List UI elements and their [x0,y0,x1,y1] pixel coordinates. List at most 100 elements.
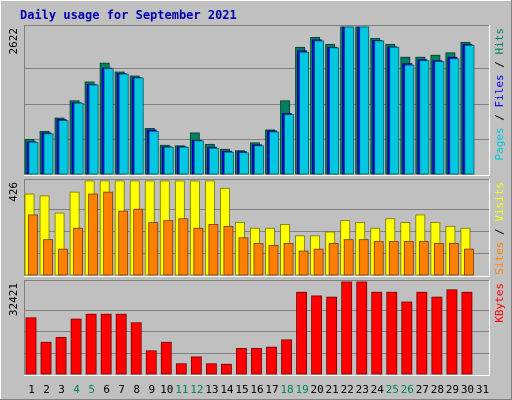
bar-sites-day-21 [328,243,339,276]
day-label-27: 27 [416,383,429,396]
legend-entry: / [493,55,506,75]
bar-sites-day-26 [403,241,414,276]
panel-legend: Pages / Files / Hits [493,28,506,161]
bar-kbytes-day-9 [145,350,157,375]
bar-kbytes-day-13 [205,363,217,375]
bar-sites-day-9 [148,222,159,276]
bar-pages-day-20 [314,40,325,175]
bar-sites-day-29 [448,243,459,276]
day-label-21: 21 [326,383,339,396]
bar-sites-day-27 [418,241,429,276]
bar-pages-day-25 [389,46,400,175]
day-label-7: 7 [118,383,125,396]
day-label-1: 1 [28,383,35,396]
bar-pages-day-10 [163,146,174,175]
bar-pages-day-24 [374,40,385,175]
day-label-9: 9 [148,383,155,396]
bar-pages-day-13 [208,147,219,175]
bar-kbytes-day-24 [371,291,383,375]
bar-sites-day-12 [193,227,204,276]
bar-sites-day-22 [343,239,354,276]
bar-sites-day-30 [464,248,474,276]
day-label-12: 12 [190,383,203,396]
panel-legend: KBytes [493,283,506,323]
day-label-15: 15 [235,383,248,396]
bar-kbytes-day-25 [386,291,398,375]
bar-sites-day-24 [373,241,384,276]
bar-pages-day-30 [464,44,475,175]
bar-pages-day-16 [254,145,264,175]
legend-entry: / [493,222,506,242]
bar-kbytes-day-8 [130,322,142,375]
bar-kbytes-day-7 [115,313,127,375]
bar-kbytes-day-23 [356,281,368,375]
bar-pages-day-17 [269,131,279,175]
bar-sites-day-10 [163,220,174,276]
bar-kbytes-day-21 [326,296,338,375]
bar-sites-day-17 [268,244,279,276]
bar-pages-day-29 [449,58,460,175]
bar-kbytes-day-4 [70,318,82,375]
panel-visits_sites: 426 Sites / Visits [7,179,506,277]
bar-kbytes-day-16 [251,347,262,375]
bar-pages-day-27 [419,60,430,175]
bar-sites-day-23 [358,239,369,276]
bar-sites-day-20 [313,248,324,276]
bar-pages-day-12 [193,140,204,175]
bar-kbytes-day-12 [190,356,202,375]
bar-pages-day-7 [118,73,129,175]
bar-kbytes-day-3 [55,336,67,375]
bar-sites-day-4 [73,227,83,276]
bar-pages-day-1 [28,141,39,175]
bar-pages-day-28 [434,61,445,175]
bar-kbytes-day-17 [266,346,277,375]
bar-kbytes-day-5 [85,313,97,375]
bar-kbytes-day-26 [401,301,413,375]
bar-sites-day-5 [88,193,99,276]
legend-entry: Visits [493,182,506,222]
bar-kbytes-day-10 [160,341,172,375]
day-label-5: 5 [88,383,95,396]
series-pages [28,26,475,175]
day-label-28: 28 [431,383,444,396]
day-label-30: 30 [461,383,474,396]
series-sites [28,191,474,276]
x-axis-day-labels: 1 2 3 4 5 6 7 8 9 10 11 12 13 14 15 16 17 18 19 20 21 22 23 24 2… [28,383,489,396]
bar-pages-day-23 [359,26,370,175]
day-label-8: 8 [133,383,140,396]
bar-pages-day-4 [73,102,84,175]
bar-sites-day-7 [118,210,129,276]
panel-legend: Sites / Visits [493,182,506,275]
bar-sites-day-2 [43,239,53,276]
bar-sites-day-6 [103,191,114,276]
bar-pages-day-26 [404,64,415,175]
day-label-26: 26 [401,383,414,396]
day-label-24: 24 [371,383,385,396]
bar-sites-day-15 [238,237,249,276]
bar-pages-day-19 [299,51,309,175]
series-kbytes [25,281,473,375]
panel-hits_files_pages: 2622 Pages / Files / Hits [7,25,506,176]
chart-title: Daily usage for September 2021 [20,8,237,22]
bar-pages-day-11 [178,146,189,175]
bar-kbytes-day-27 [416,291,428,375]
bar-sites-day-11 [178,218,189,276]
bar-kbytes-day-28 [431,296,443,375]
bar-kbytes-day-29 [446,289,458,375]
bar-kbytes-day-18 [281,339,292,375]
day-label-25: 25 [386,383,399,396]
bar-pages-day-21 [329,47,340,175]
day-label-14: 14 [220,383,234,396]
day-label-18: 18 [280,383,293,396]
bar-kbytes-day-2 [40,341,52,375]
bar-sites-day-28 [433,243,444,276]
day-label-19: 19 [295,383,308,396]
bar-kbytes-day-30 [461,291,473,375]
day-label-10: 10 [160,383,173,396]
bar-sites-day-1 [28,214,38,276]
day-label-13: 13 [205,383,218,396]
day-label-16: 16 [250,383,263,396]
bar-sites-day-13 [208,224,219,276]
bar-kbytes-day-22 [341,281,353,375]
